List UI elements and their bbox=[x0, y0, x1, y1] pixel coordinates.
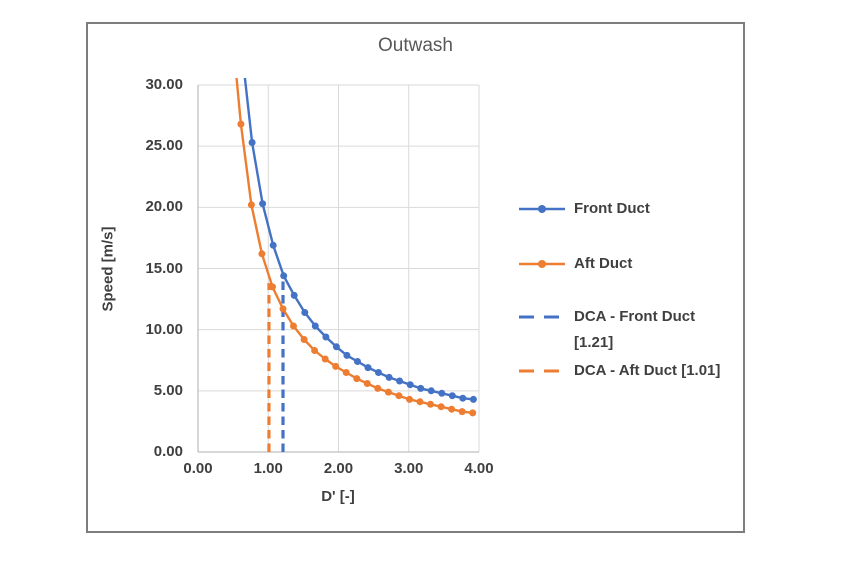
data-point-marker bbox=[406, 395, 413, 403]
y-tick-label: 15.00 bbox=[145, 259, 183, 277]
data-point-marker bbox=[458, 408, 466, 416]
legend-label-front-duct: Front Duct bbox=[574, 200, 650, 217]
x-tick-label: 0.00 bbox=[183, 460, 213, 477]
legend-item-aft-duct: Aft Duct bbox=[518, 251, 730, 277]
data-point-marker bbox=[363, 380, 371, 387]
data-point-marker bbox=[427, 387, 435, 395]
x-tick-label: 2.00 bbox=[323, 460, 354, 477]
data-point-marker bbox=[437, 403, 445, 411]
series-0 bbox=[243, 78, 477, 403]
data-point-marker bbox=[374, 384, 382, 392]
data-point-marker bbox=[416, 398, 424, 406]
data-point-marker bbox=[448, 405, 456, 413]
dca-front-duct-dash-swatch bbox=[519, 315, 565, 319]
data-point-marker bbox=[342, 369, 350, 376]
data-point-marker bbox=[290, 322, 297, 330]
x-axis-title: D' [-] bbox=[321, 488, 355, 505]
data-point-marker bbox=[300, 336, 308, 343]
data-point-marker bbox=[385, 373, 393, 381]
x-tick-label: 4.00 bbox=[464, 460, 494, 477]
data-point-marker bbox=[375, 369, 382, 376]
data-point-marker bbox=[459, 394, 467, 402]
data-point-marker bbox=[438, 389, 446, 397]
y-tick-label: 5.00 bbox=[153, 381, 183, 399]
chart-container: Outwash Speed [m/s] D' [-] 0.00 5.00 10.00… bbox=[86, 22, 745, 533]
data-point-marker bbox=[364, 364, 372, 372]
data-point-marker bbox=[301, 309, 309, 316]
data-point-marker bbox=[343, 351, 351, 359]
data-point-marker bbox=[395, 392, 403, 400]
legend-label-dca-front-duct: DCA - Front Duct [1.21] bbox=[574, 308, 696, 351]
data-point-marker bbox=[396, 377, 404, 385]
data-point-marker bbox=[311, 347, 319, 354]
y-tick-label: 20.00 bbox=[145, 198, 183, 216]
series-1 bbox=[235, 78, 477, 417]
data-point-marker bbox=[417, 384, 425, 392]
x-tick-label: 1.00 bbox=[253, 460, 283, 477]
chart-title: Outwash bbox=[378, 35, 453, 56]
data-point-marker bbox=[332, 343, 340, 351]
data-point-marker bbox=[237, 120, 245, 128]
legend-label-dca-aft-duct: DCA - Aft Duct [1.01] bbox=[574, 362, 721, 379]
data-point-marker bbox=[448, 392, 456, 400]
data-point-marker bbox=[322, 333, 330, 341]
dca-aft-duct-dash-swatch bbox=[519, 369, 565, 373]
legend-label-aft-duct: Aft Duct bbox=[574, 255, 633, 272]
data-point-marker bbox=[279, 305, 287, 313]
data-point-marker bbox=[311, 322, 319, 330]
data-point-marker bbox=[469, 395, 477, 403]
data-point-marker bbox=[332, 362, 340, 370]
data-point-marker bbox=[269, 241, 277, 249]
legend-item-front-duct: Front Duct bbox=[518, 196, 730, 222]
data-point-marker bbox=[321, 355, 329, 363]
data-point-marker bbox=[384, 388, 392, 396]
data-point-marker bbox=[354, 358, 361, 365]
data-point-marker bbox=[290, 291, 298, 299]
data-point-marker bbox=[247, 201, 255, 209]
data-point-marker bbox=[280, 272, 288, 280]
data-point-marker bbox=[259, 200, 267, 208]
axis-lines bbox=[197, 85, 479, 453]
legend-item-dca-front-duct: DCA - Front Duct [1.21] bbox=[518, 304, 730, 356]
gridlines bbox=[197, 84, 480, 453]
data-point-marker bbox=[258, 250, 266, 258]
plot-area bbox=[197, 78, 480, 453]
data-point-marker bbox=[353, 375, 361, 383]
legend-item-dca-aft-duct: DCA - Aft Duct [1.01] bbox=[518, 358, 730, 384]
data-point-marker bbox=[427, 400, 434, 408]
y-tick-label: 25.00 bbox=[145, 137, 183, 155]
y-tick-label: 0.00 bbox=[153, 443, 183, 460]
y-tick-label: 10.00 bbox=[145, 320, 183, 338]
data-point-marker bbox=[269, 283, 276, 291]
data-point-marker bbox=[406, 381, 414, 389]
aft-duct-line-marker-swatch bbox=[519, 260, 565, 268]
data-point-marker bbox=[469, 409, 477, 417]
data-point-marker bbox=[248, 139, 256, 146]
y-tick-label: 30.00 bbox=[145, 76, 183, 93]
front-duct-line-marker-swatch bbox=[519, 205, 565, 213]
x-tick-label: 3.00 bbox=[394, 460, 424, 477]
